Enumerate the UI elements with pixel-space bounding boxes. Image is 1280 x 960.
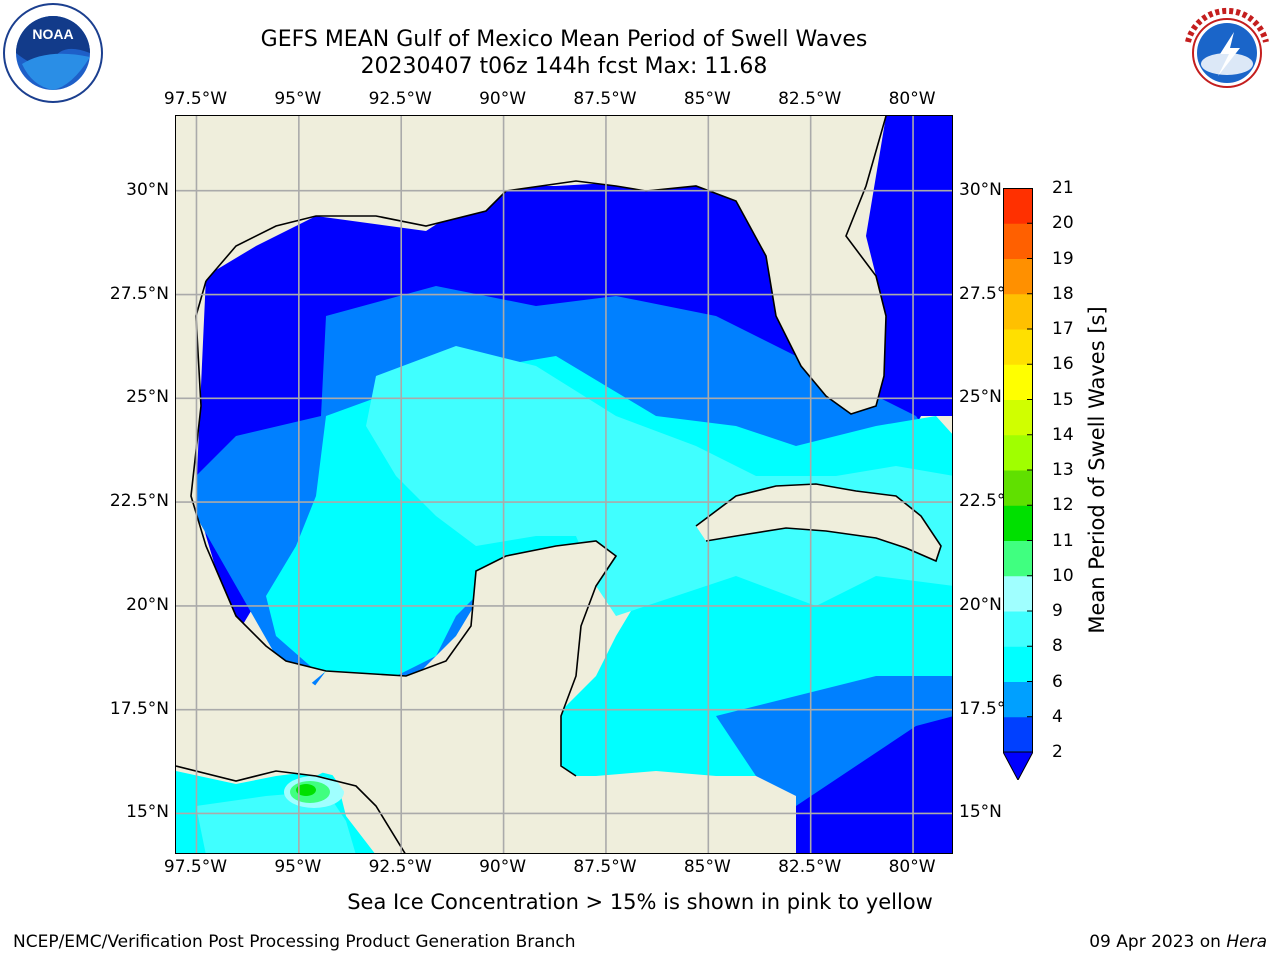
colorbar-tick-label: 21 [1052,178,1074,198]
colorbar-segment [1003,399,1033,436]
lon-tick-top: 82.5°W [778,89,842,109]
run-date-text: 09 Apr 2023 on [1089,932,1227,952]
noaa-logo-icon: NOAA [3,3,103,103]
land-north-coast [176,116,696,696]
lon-tick-bottom: 80°W [888,857,936,877]
colorbar-tick-label: 9 [1052,601,1063,621]
lon-tick-top: 92.5°W [368,89,432,109]
chart-title: GEFS MEAN Gulf of Mexico Mean Period of … [260,27,868,52]
lon-tick-bottom: 87.5°W [573,857,637,877]
lat-tick-left: 20°N [126,594,169,615]
lat-tick-left: 27.5°N [109,283,169,304]
lon-tick-bottom: 90°W [479,857,527,877]
coastline-group [176,116,942,853]
svg-text:NOAA: NOAA [32,26,73,42]
colorbar-segment [1003,505,1033,541]
colorbar-segment [1003,611,1033,647]
lat-tick-right: 15°N [959,802,1002,823]
land-cuba [696,484,941,561]
lon-tick-top: 85°W [683,89,731,109]
colorbar-segment [1003,188,1033,224]
swell-maximum-peak [296,784,316,796]
graticule-group [176,116,952,853]
lat-tick-left: 25°N [126,387,169,408]
colorbar-segment [1003,681,1033,718]
lat-tick-left: 30°N [126,179,169,200]
colorbar-tick-label: 2 [1052,742,1063,762]
sea-ice-note: Sea Ice Concentration > 15% is shown in … [347,890,933,914]
lat-tick-left: 22.5°N [109,491,169,512]
colorbar-tick-label: 16 [1052,354,1074,375]
colorbar-tick-label: 12 [1052,495,1074,516]
lon-tick-top: 95°W [274,89,322,109]
lon-tick-bottom: 95°W [274,857,322,877]
lat-tick-right: 25°N [959,387,1002,408]
lon-tick-bottom: 92.5°W [368,857,432,877]
lat-tick-right: 30°N [959,179,1002,200]
colorbar-tick-label: 18 [1052,283,1074,304]
colorbar-segment [1003,470,1033,506]
colorbar-segment [1003,223,1033,259]
colorbar-tick-label: 11 [1052,530,1074,551]
swell-period-map [176,116,952,853]
colorbar-segment [1003,364,1033,400]
colorbar-tick-label: 17 [1052,319,1074,339]
colorbar-tick-label: 14 [1052,424,1074,445]
ocean-band-6to8 [366,346,952,616]
colorbar-tick-label: 13 [1052,460,1074,480]
colorbar-tick-label: 20 [1052,213,1074,234]
lat-tick-right: 20°N [959,594,1002,615]
lat-tick-left: 17.5°N [109,698,169,719]
chart-subtitle: 20230407 t06z 144h fcst Max: 11.68 [360,54,768,79]
colorbar [1003,188,1033,780]
colorbar-tick-label: 19 [1052,248,1074,269]
map-panel [175,115,953,854]
lon-tick-top: 87.5°W [573,89,637,109]
lat-tick-left: 15°N [126,802,169,823]
colorbar-tick-label: 8 [1052,636,1063,657]
lon-tick-bottom: 82.5°W [778,857,842,877]
colorbar-segment [1003,540,1033,577]
land-central-america [176,696,336,781]
machine-name: Hera [1226,932,1267,952]
producer-credit: NCEP/EMC/Verification Post Processing Pr… [13,932,576,952]
colorbar-segment [1003,329,1033,365]
lon-tick-bottom: 97.5°W [163,857,228,877]
lon-tick-top: 80°W [888,89,936,109]
colorbar-under-arrow [1003,751,1033,780]
colorbar-segment [1003,293,1033,330]
land-yucatan [296,541,736,853]
colorbar-tick-label: 10 [1052,565,1074,586]
colorbar-segment [1003,575,1033,612]
colorbar-segment [1003,646,1033,682]
lon-tick-bottom: 85°W [683,857,731,877]
run-date: 09 Apr 2023 on Hera [1089,932,1267,952]
nws-logo-icon [1178,4,1276,102]
colorbar-tick-label: 15 [1052,389,1074,410]
lon-tick-top: 90°W [479,89,527,109]
colorbar-segment [1003,716,1033,753]
lon-tick-top: 97.5°W [163,89,228,109]
colorbar-tick-label: 6 [1052,671,1063,692]
colorbar-tick-label: 4 [1052,706,1063,727]
colorbar-segment [1003,258,1033,295]
colorbar-label: Mean Period of Swell Waves [s] [1085,306,1109,634]
colorbar-segment [1003,434,1033,471]
